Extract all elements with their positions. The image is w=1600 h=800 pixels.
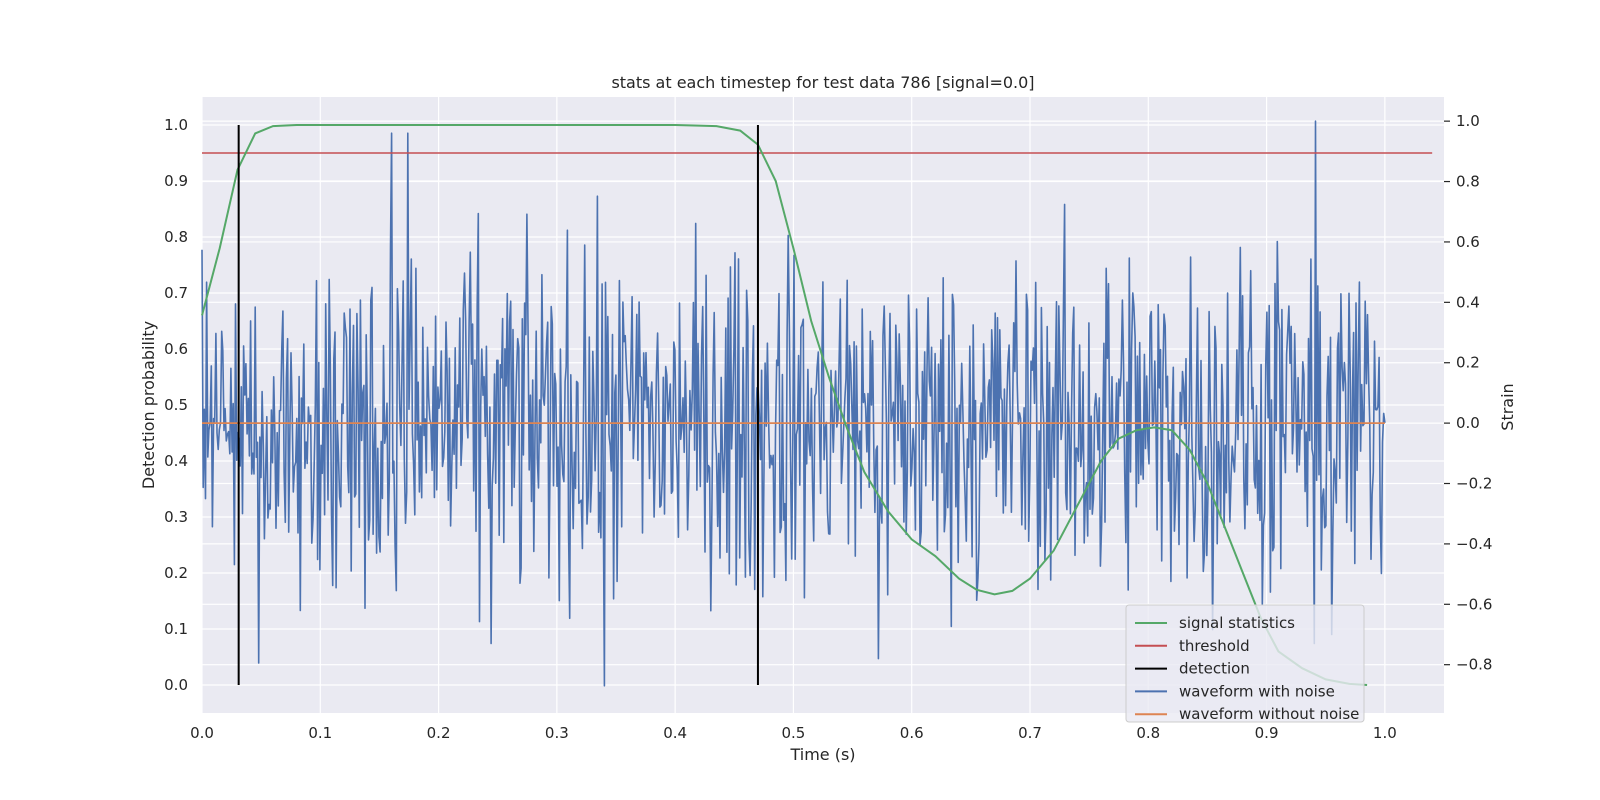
x-tick-label: 0.9 — [1255, 724, 1279, 742]
x-ticks: 0.0 0.1 0.2 0.3 0.4 0.5 0.6 0.7 0.8 0.9 1.0 — [190, 724, 1397, 742]
y-tick-label: 0.2 — [164, 564, 188, 582]
y-axis-title: Detection probability — [139, 321, 158, 489]
x-tick-label: 0.8 — [1136, 724, 1160, 742]
y2-ticks: −0.8 −0.6 −0.4 −0.2 0.0 0.2 0.4 0.6 0.8 1.0 — [1444, 112, 1492, 674]
x-tick-label: 0.1 — [308, 724, 332, 742]
legend-box — [1125, 604, 1365, 723]
legend-label: detection — [1179, 660, 1250, 678]
y2-tick-label: −0.8 — [1456, 656, 1492, 674]
y2-tick-label: 0.8 — [1456, 173, 1480, 191]
x-tick-label: 0.7 — [1018, 724, 1042, 742]
legend-label: waveform with noise — [1179, 682, 1335, 700]
x-tick-label: 0.6 — [900, 724, 924, 742]
y-tick-label: 0.3 — [164, 508, 188, 526]
y2-tick-label: −0.2 — [1456, 475, 1492, 493]
series-line-signal-statistics — [201, 124, 1368, 686]
y2-tick-label: 0.6 — [1456, 233, 1480, 251]
x-tick-label: 0.0 — [190, 724, 214, 742]
legend: signal statistics threshold detection wavef… — [1125, 604, 1365, 723]
y-tick-label: 0.4 — [164, 452, 188, 470]
x-axis-title: Time (s) — [789, 745, 855, 764]
series-line-waveform-with-noise — [201, 120, 1386, 687]
y2-tick-label: 0.0 — [1456, 414, 1480, 432]
x-tick-label: 0.5 — [781, 724, 805, 742]
y-tick-label: 0.5 — [164, 396, 188, 414]
y2-tick-label: 1.0 — [1456, 112, 1480, 130]
y-tick-label: 0.0 — [164, 676, 188, 694]
y-tick-label: 0.7 — [164, 284, 188, 302]
y-tick-label: 0.8 — [164, 228, 188, 246]
x-tick-label: 0.2 — [427, 724, 451, 742]
legend-label: threshold — [1179, 637, 1250, 655]
y-ticks: 0.0 0.1 0.2 0.3 0.4 0.5 0.6 0.7 0.8 0.9 1.0 — [164, 116, 188, 694]
y2-tick-label: −0.6 — [1456, 595, 1492, 613]
y2-tick-label: 0.2 — [1456, 354, 1480, 372]
legend-label: waveform without noise — [1179, 705, 1359, 723]
legend-label: signal statistics — [1179, 614, 1295, 632]
x-tick-label: 0.3 — [545, 724, 569, 742]
x-tick-label: 1.0 — [1373, 724, 1397, 742]
x-tick-label: 0.4 — [663, 724, 687, 742]
y-tick-label: 1.0 — [164, 116, 188, 134]
y2-axis-title: Strain — [1498, 383, 1517, 430]
y-tick-label: 0.6 — [164, 340, 188, 358]
y-tick-label: 0.1 — [164, 620, 188, 638]
y2-tick-label: −0.4 — [1456, 535, 1492, 553]
series-layer — [201, 120, 1433, 687]
y-tick-label: 0.9 — [164, 172, 188, 190]
y2-tick-label: 0.4 — [1456, 293, 1480, 311]
chart-title: stats at each timestep for test data 786… — [611, 73, 1034, 92]
